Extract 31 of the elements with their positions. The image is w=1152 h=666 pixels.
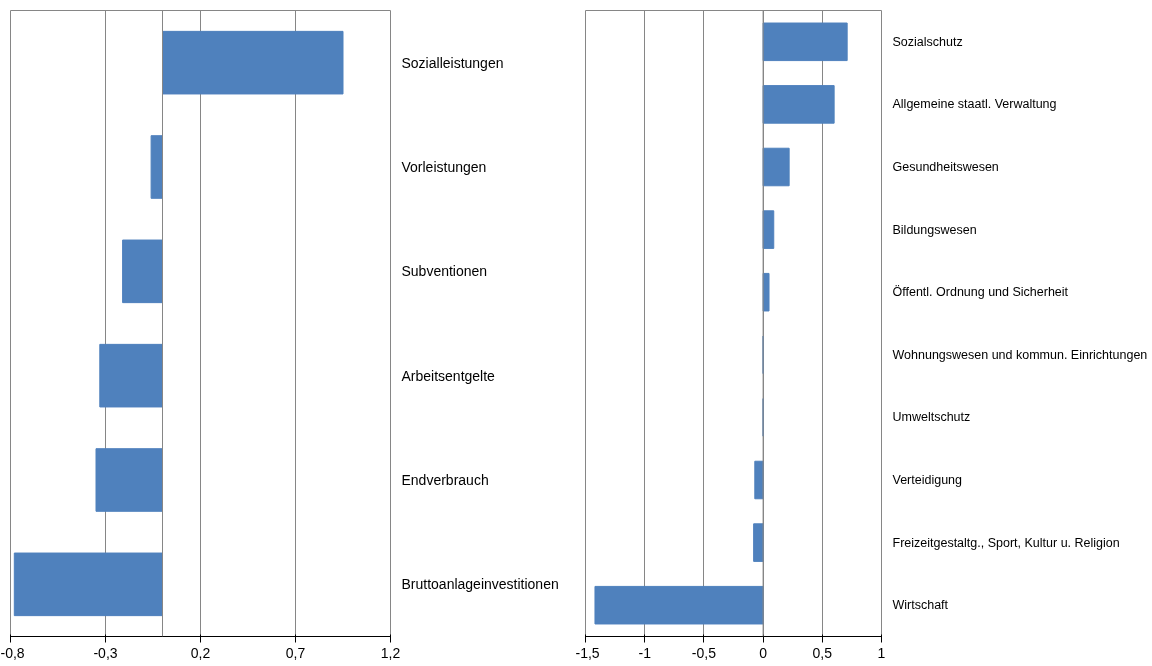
y-tick-label: Vorleistungen bbox=[401, 159, 487, 175]
x-tick-label: -0,3 bbox=[93, 644, 118, 661]
y-tick-label: Sozialschutz bbox=[892, 34, 963, 49]
y-tick-label: Öffentl. Ordnung und Sicherheit bbox=[892, 285, 1069, 300]
y-tick-label: Freizeitgestaltg., Sport, Kultur u. Religion bbox=[892, 535, 1120, 550]
y-tick-label: Sozialleistungen bbox=[401, 54, 504, 71]
y-tick-label: Bruttoanlageinvestitionen bbox=[401, 576, 559, 593]
x-tick-label: -1,5 bbox=[575, 644, 600, 661]
y-tick-label: Arbeitsentgelte bbox=[401, 367, 496, 384]
x-tick-label: -0,8 bbox=[0, 644, 25, 661]
x-tick-label: -0,5 bbox=[691, 644, 717, 661]
y-tick-label: Verteidigung bbox=[892, 473, 963, 487]
y-tick-label: Wirtschaft bbox=[892, 598, 949, 613]
bar bbox=[762, 85, 835, 124]
y-tick-label: Bildungswesen bbox=[892, 222, 977, 237]
y-tick-label: Subventionen bbox=[401, 263, 488, 280]
y-tick-label: Endverbrauch bbox=[401, 472, 489, 488]
y-tick-label: Umweltschutz bbox=[892, 410, 971, 425]
y-tick-label: Gesundheitswesen bbox=[892, 160, 999, 174]
bar bbox=[762, 22, 848, 62]
x-tick-label: 1,2 bbox=[380, 644, 401, 661]
x-tick-label: -1 bbox=[638, 644, 652, 661]
bar bbox=[594, 585, 764, 625]
x-tick-label: 0,2 bbox=[190, 644, 211, 661]
bar bbox=[762, 147, 790, 187]
x-tick-label: 0,7 bbox=[285, 644, 306, 661]
y-tick-label: Wohnungswesen und kommun. Einrichtungen bbox=[892, 347, 1148, 362]
x-tick-label: 0,5 bbox=[812, 644, 833, 661]
x-tick-label: 0 bbox=[759, 644, 768, 661]
x-tick-label: 1 bbox=[877, 644, 886, 661]
y-tick-label: Allgemeine staatl. Verwaltung bbox=[892, 97, 1057, 112]
